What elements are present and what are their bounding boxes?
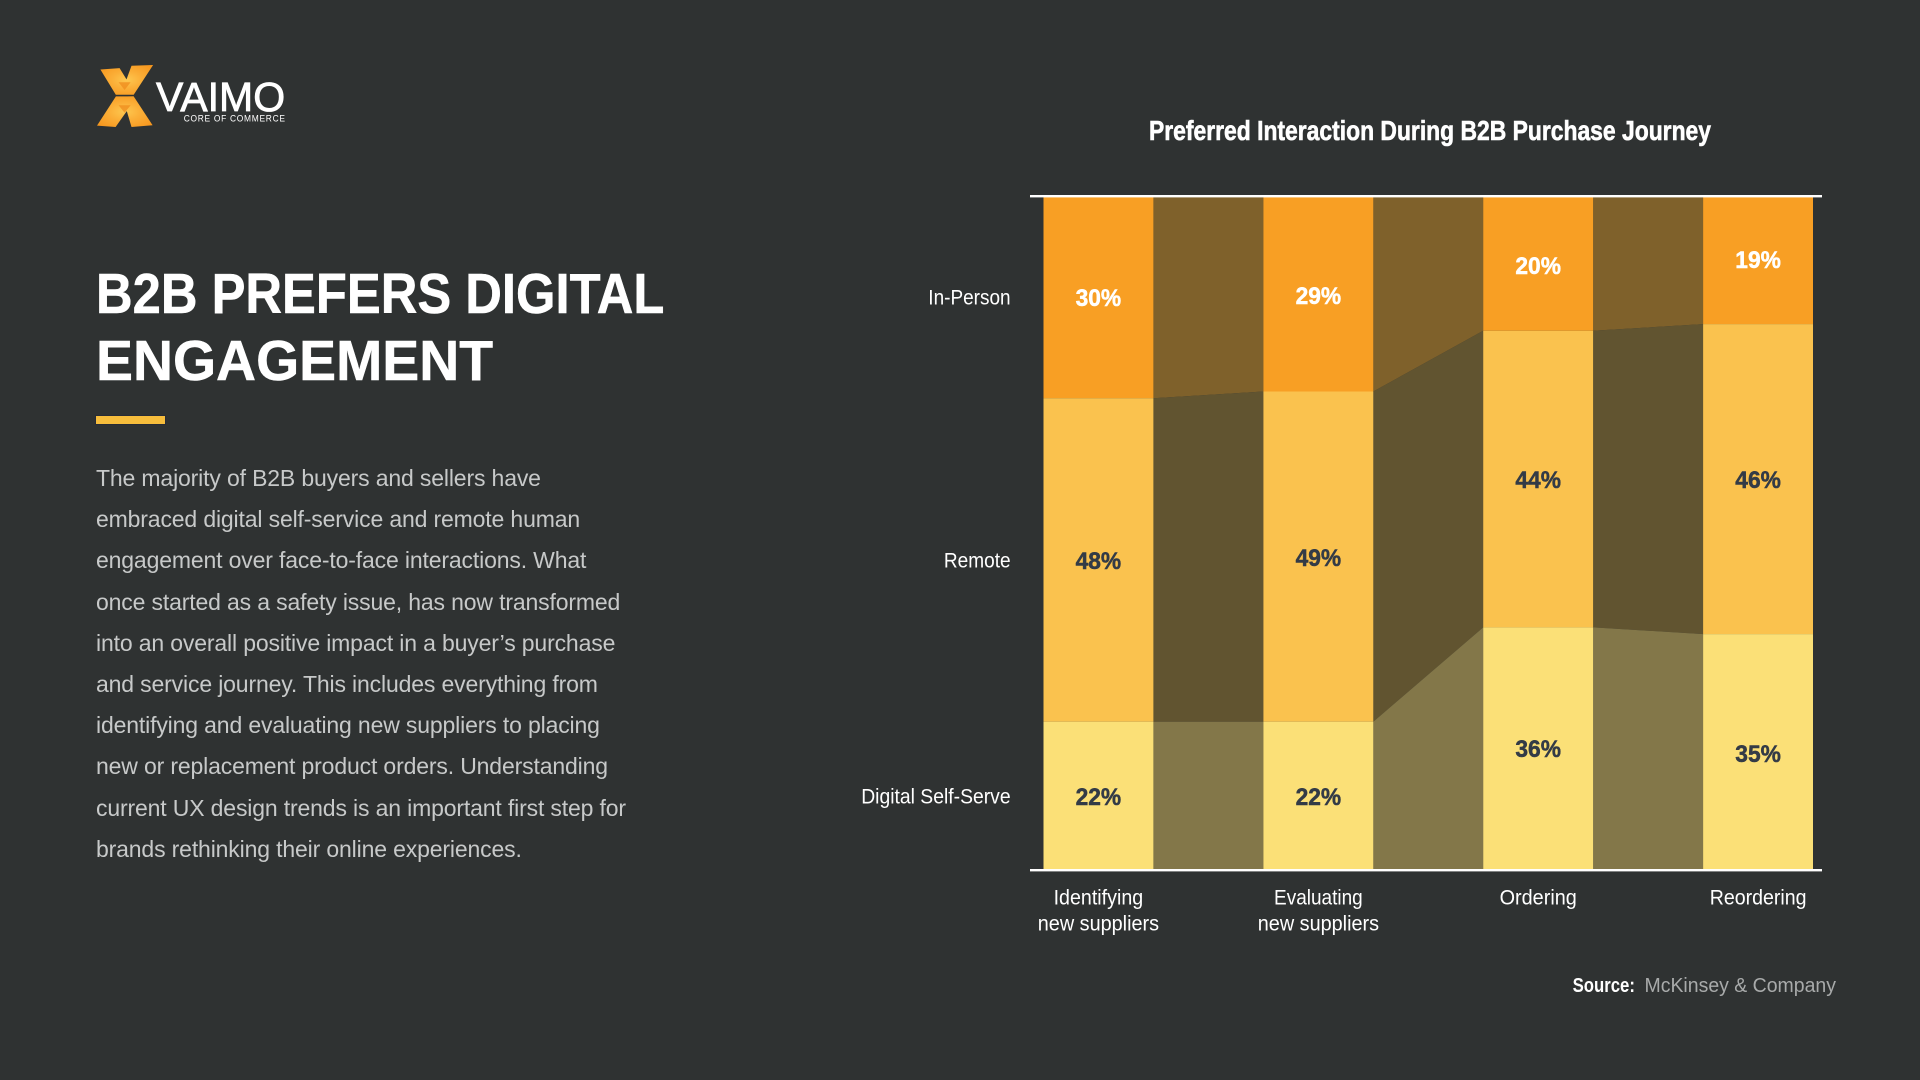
svg-text:29%: 29%	[1296, 283, 1342, 310]
svg-text:Ordering: Ordering	[1500, 887, 1577, 910]
svg-text:22%: 22%	[1076, 784, 1122, 811]
svg-text:Identifying: Identifying	[1054, 887, 1144, 910]
svg-text:20%: 20%	[1515, 253, 1561, 280]
svg-text:CORE OF COMMERCE: CORE OF COMMERCE	[184, 114, 286, 125]
svg-text:22%: 22%	[1296, 784, 1342, 811]
svg-text:new suppliers: new suppliers	[1038, 913, 1159, 936]
svg-text:Preferred Interaction During B: Preferred Interaction During B2B Purchas…	[1149, 115, 1712, 146]
svg-text:36%: 36%	[1515, 736, 1561, 763]
svg-text:19%: 19%	[1735, 247, 1781, 274]
svg-text:Digital Self-Serve: Digital Self-Serve	[861, 786, 1010, 809]
svg-text:In-Person: In-Person	[928, 287, 1010, 310]
svg-text:Remote: Remote	[944, 550, 1011, 573]
svg-text:Evaluating: Evaluating	[1274, 887, 1363, 910]
svg-text:new suppliers: new suppliers	[1258, 913, 1379, 936]
svg-text:48%: 48%	[1076, 548, 1122, 575]
svg-text:46%: 46%	[1735, 467, 1781, 494]
svg-text:44%: 44%	[1515, 467, 1561, 494]
svg-text:VAIMO: VAIMO	[156, 74, 285, 120]
svg-text:49%: 49%	[1296, 545, 1342, 572]
svg-text:30%: 30%	[1076, 285, 1122, 312]
svg-text:35%: 35%	[1735, 741, 1781, 768]
svg-text:McKinsey & Company: McKinsey & Company	[1645, 974, 1837, 997]
svg-text:Reordering: Reordering	[1710, 887, 1807, 910]
svg-text:Source:: Source:	[1573, 974, 1635, 997]
